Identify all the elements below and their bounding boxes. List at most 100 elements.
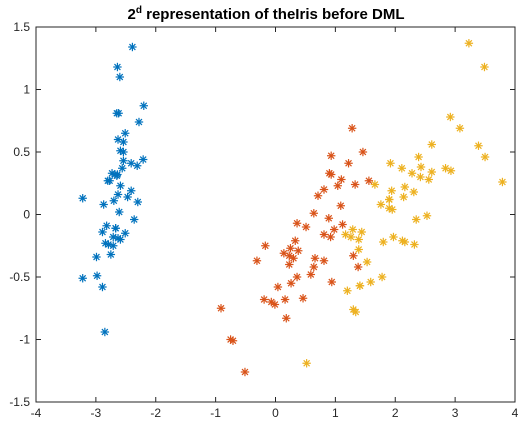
data-point (113, 62, 122, 72)
data-point (410, 240, 419, 249)
data-point (319, 256, 329, 265)
data-point (498, 177, 507, 187)
data-point (306, 270, 316, 279)
data-point (407, 169, 417, 178)
x-tick-label: 2 (392, 406, 399, 420)
data-point (292, 272, 302, 282)
data-point (446, 112, 455, 122)
x-tick-label: 0 (272, 406, 279, 420)
data-point (416, 162, 426, 172)
data-point (327, 277, 336, 287)
data-point (78, 194, 87, 203)
series-1 (78, 42, 148, 337)
data-point (133, 197, 142, 207)
data-point (385, 204, 394, 213)
y-tick-label: 0 (23, 208, 30, 222)
series-3 (302, 39, 507, 368)
data-point (98, 227, 107, 237)
data-point (400, 182, 410, 192)
data-point (416, 172, 425, 182)
data-point (370, 180, 380, 189)
data-point (119, 137, 128, 147)
data-point (424, 175, 433, 184)
data-point (325, 169, 334, 178)
data-point (286, 279, 296, 288)
data-point (302, 359, 311, 368)
data-point (261, 241, 270, 250)
data-point (92, 252, 101, 262)
data-point (113, 170, 122, 179)
data-point (99, 200, 108, 209)
y-tick-label: 0.5 (13, 145, 30, 159)
data-point (427, 140, 436, 149)
data-point (301, 222, 311, 232)
x-tick-label: 3 (452, 406, 459, 420)
data-point (78, 274, 87, 283)
y-tick-label: -0.5 (9, 270, 30, 284)
data-point (123, 192, 132, 202)
data-point (279, 249, 289, 258)
data-point (252, 256, 262, 265)
data-point (119, 147, 128, 157)
data-point (313, 191, 323, 200)
data-point (414, 152, 423, 162)
data-point (344, 159, 353, 168)
data-point (399, 192, 408, 202)
data-point (111, 224, 120, 233)
data-point (409, 187, 419, 197)
data-point (376, 200, 386, 209)
data-point (480, 62, 489, 72)
data-point (427, 167, 436, 177)
data-point (309, 262, 319, 272)
data-point (474, 141, 483, 150)
data-point (386, 159, 395, 168)
data-point (349, 251, 358, 260)
data-point (348, 225, 357, 234)
data-point (324, 214, 333, 223)
series-2 (216, 124, 374, 377)
data-point (119, 156, 128, 165)
data-point (326, 151, 336, 160)
data-point (112, 109, 122, 118)
data-point (118, 164, 127, 173)
data-point (329, 225, 339, 234)
data-point (379, 237, 388, 247)
data-point (286, 244, 295, 253)
data-point (353, 262, 363, 272)
data-point (310, 254, 320, 263)
x-tick-label: 4 (512, 406, 519, 420)
data-point (326, 232, 335, 242)
data-point (216, 304, 226, 313)
data-point (387, 186, 396, 195)
data-point (129, 215, 139, 224)
data-point (113, 190, 123, 199)
data-point (100, 327, 110, 337)
data-point (285, 260, 294, 269)
data-point (364, 176, 374, 185)
x-tick-label: -2 (150, 406, 161, 420)
data-point (127, 159, 136, 168)
data-point (309, 209, 319, 218)
data-point (354, 235, 363, 244)
y-tick-label: -1.5 (9, 395, 30, 409)
chart-title: 2d representation of theIris before DML (128, 5, 405, 23)
data-point (115, 207, 124, 217)
data-point (446, 166, 456, 175)
data-point (134, 117, 144, 127)
data-point (109, 196, 119, 205)
data-point (336, 201, 345, 210)
data-point (455, 124, 465, 133)
data-point (333, 181, 342, 190)
data-point (397, 164, 407, 173)
data-point (337, 175, 346, 184)
data-point (389, 232, 398, 242)
data-point (291, 236, 300, 245)
data-points (78, 39, 507, 377)
data-point (343, 286, 352, 295)
data-point (101, 239, 110, 248)
data-point (289, 254, 298, 263)
data-point (138, 155, 148, 164)
data-point (139, 101, 148, 110)
